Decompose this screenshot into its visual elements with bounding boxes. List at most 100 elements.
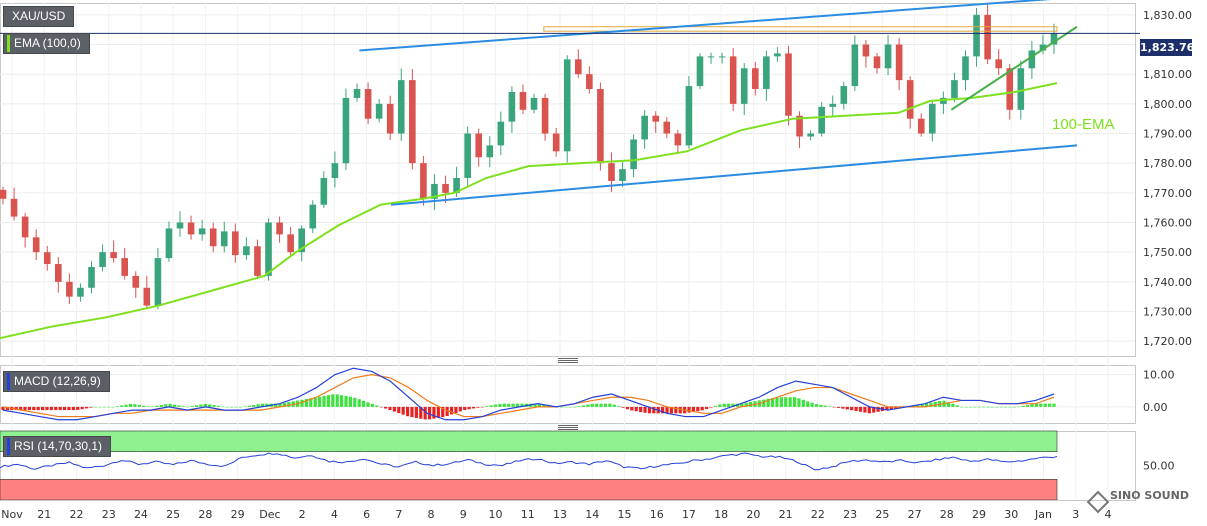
macd-histogram-bar [713, 406, 717, 407]
price-panel[interactable] [0, 0, 1140, 340]
macd-histogram-bar [823, 405, 827, 407]
macd-indicator-label[interactable]: MACD (12,26,9) [3, 371, 110, 392]
candle-body [1050, 33, 1058, 45]
price-tick-label: 1,750.00 [1143, 246, 1192, 259]
macd-histogram-bar [427, 406, 432, 420]
macd-tick-label: 10.00 [1143, 369, 1175, 382]
macd-histogram-bar [832, 406, 836, 408]
candle-body [110, 252, 117, 259]
macd-histogram-bar [133, 404, 137, 407]
macd-histogram-bar [54, 406, 58, 411]
candle-body [774, 53, 781, 57]
candle-body [984, 14, 991, 60]
macd-histogram-bar [62, 406, 67, 411]
rsi-panel[interactable] [0, 452, 1058, 471]
macd-histogram-bar [383, 406, 388, 409]
macd-panel-resize-handle[interactable] [558, 358, 578, 363]
macd-histogram-bar [120, 405, 124, 407]
macd-histogram-bar [995, 406, 999, 408]
macd-histogram-bar [819, 404, 823, 407]
macd-histogram-bar [410, 406, 414, 418]
rsi-panel-resize-handle[interactable] [558, 425, 578, 430]
macd-histogram-bar [89, 406, 93, 408]
macd-histogram-bar [14, 406, 18, 411]
macd-histogram-bar [559, 406, 564, 408]
candle-body [453, 178, 460, 193]
macd-histogram-bar [331, 394, 335, 407]
triangle-support-line [950, 25, 1078, 111]
macd-histogram-bar [32, 406, 36, 411]
candle-body [519, 91, 527, 110]
time-tick-label: 24 [134, 508, 148, 521]
candle-body [99, 252, 106, 268]
macd-histogram-bar [718, 404, 722, 407]
macd-histogram-bar [850, 406, 854, 411]
macd-histogram-bar [23, 406, 27, 411]
time-tick-label: 11 [521, 508, 535, 521]
macd-histogram-bar [960, 406, 964, 408]
macd-histogram-bar [36, 406, 40, 411]
macd-histogram-bar [867, 406, 871, 414]
macd-histogram-bar [168, 403, 172, 407]
macd-histogram-bar [674, 406, 678, 414]
macd-histogram-bar [687, 406, 691, 413]
macd-histogram-bar [98, 406, 102, 408]
candle-body [541, 97, 549, 134]
macd-histogram-bar [731, 403, 735, 407]
macd-panel[interactable] [1, 367, 1056, 421]
candle-body [619, 169, 626, 181]
ema-indicator-label[interactable]: EMA (100,0) [3, 33, 90, 54]
macd-histogram-bar [340, 395, 344, 407]
macd-histogram-bar [533, 403, 537, 407]
macd-histogram-bar [146, 406, 150, 407]
macd-histogram-bar [537, 403, 542, 407]
time-tick-label: 28 [198, 508, 212, 521]
macd-histogram-bar [876, 406, 880, 412]
macd-histogram-bar [274, 403, 278, 407]
upper-trendline [359, 0, 1052, 52]
time-tick-label: 8 [428, 508, 435, 521]
macd-histogram-bar [80, 406, 84, 410]
macd-histogram-bar [243, 406, 247, 408]
macd-histogram-bar [779, 397, 783, 407]
macd-histogram-bar [1039, 403, 1043, 407]
time-tick-label: 27 [908, 508, 922, 521]
rsi-indicator-label[interactable]: RSI (14,70,30,1) [3, 436, 112, 457]
time-tick-label: 9 [460, 508, 467, 521]
macd-histogram-bar [203, 403, 207, 407]
rsi-line [0, 452, 1058, 471]
macd-histogram-bar [630, 406, 634, 411]
macd-histogram-bar [256, 404, 260, 407]
macd-histogram-bar [511, 403, 515, 407]
macd-histogram-bar [885, 406, 889, 411]
time-tick-label: 4 [331, 508, 338, 521]
candle-body [1039, 44, 1047, 51]
macd-histogram-bar [76, 406, 80, 410]
macd-histogram-bar [542, 404, 546, 407]
candle-body [386, 103, 394, 134]
ema-indicator-text: EMA (100,0) [14, 36, 81, 50]
resistance-zone [543, 26, 1058, 32]
watermark-text: SINO SOUND [1110, 489, 1189, 502]
candle-body [906, 80, 914, 119]
macd-histogram-bar [230, 406, 234, 408]
candle-body [818, 106, 825, 134]
macd-histogram-bar [423, 406, 427, 420]
macd-histogram-bar [326, 395, 331, 407]
symbol-label[interactable]: XAU/USD [3, 6, 75, 27]
candle-body [331, 163, 339, 179]
candle-body [740, 68, 748, 104]
macd-histogram-bar [463, 406, 467, 410]
macd-histogram-bar [49, 406, 53, 411]
macd-histogram-bar [1004, 406, 1008, 408]
macd-histogram-bar [181, 406, 185, 407]
macd-histogram-bar [348, 396, 353, 407]
macd-histogram-bar [621, 406, 625, 408]
price-tick-label: 1,770.00 [1143, 187, 1192, 200]
candle-body [674, 133, 682, 146]
macd-histogram-bar [177, 405, 181, 407]
macd-histogram-bar [546, 405, 550, 407]
macd-histogram-bar [740, 403, 744, 407]
macd-histogram-bar [199, 404, 203, 407]
